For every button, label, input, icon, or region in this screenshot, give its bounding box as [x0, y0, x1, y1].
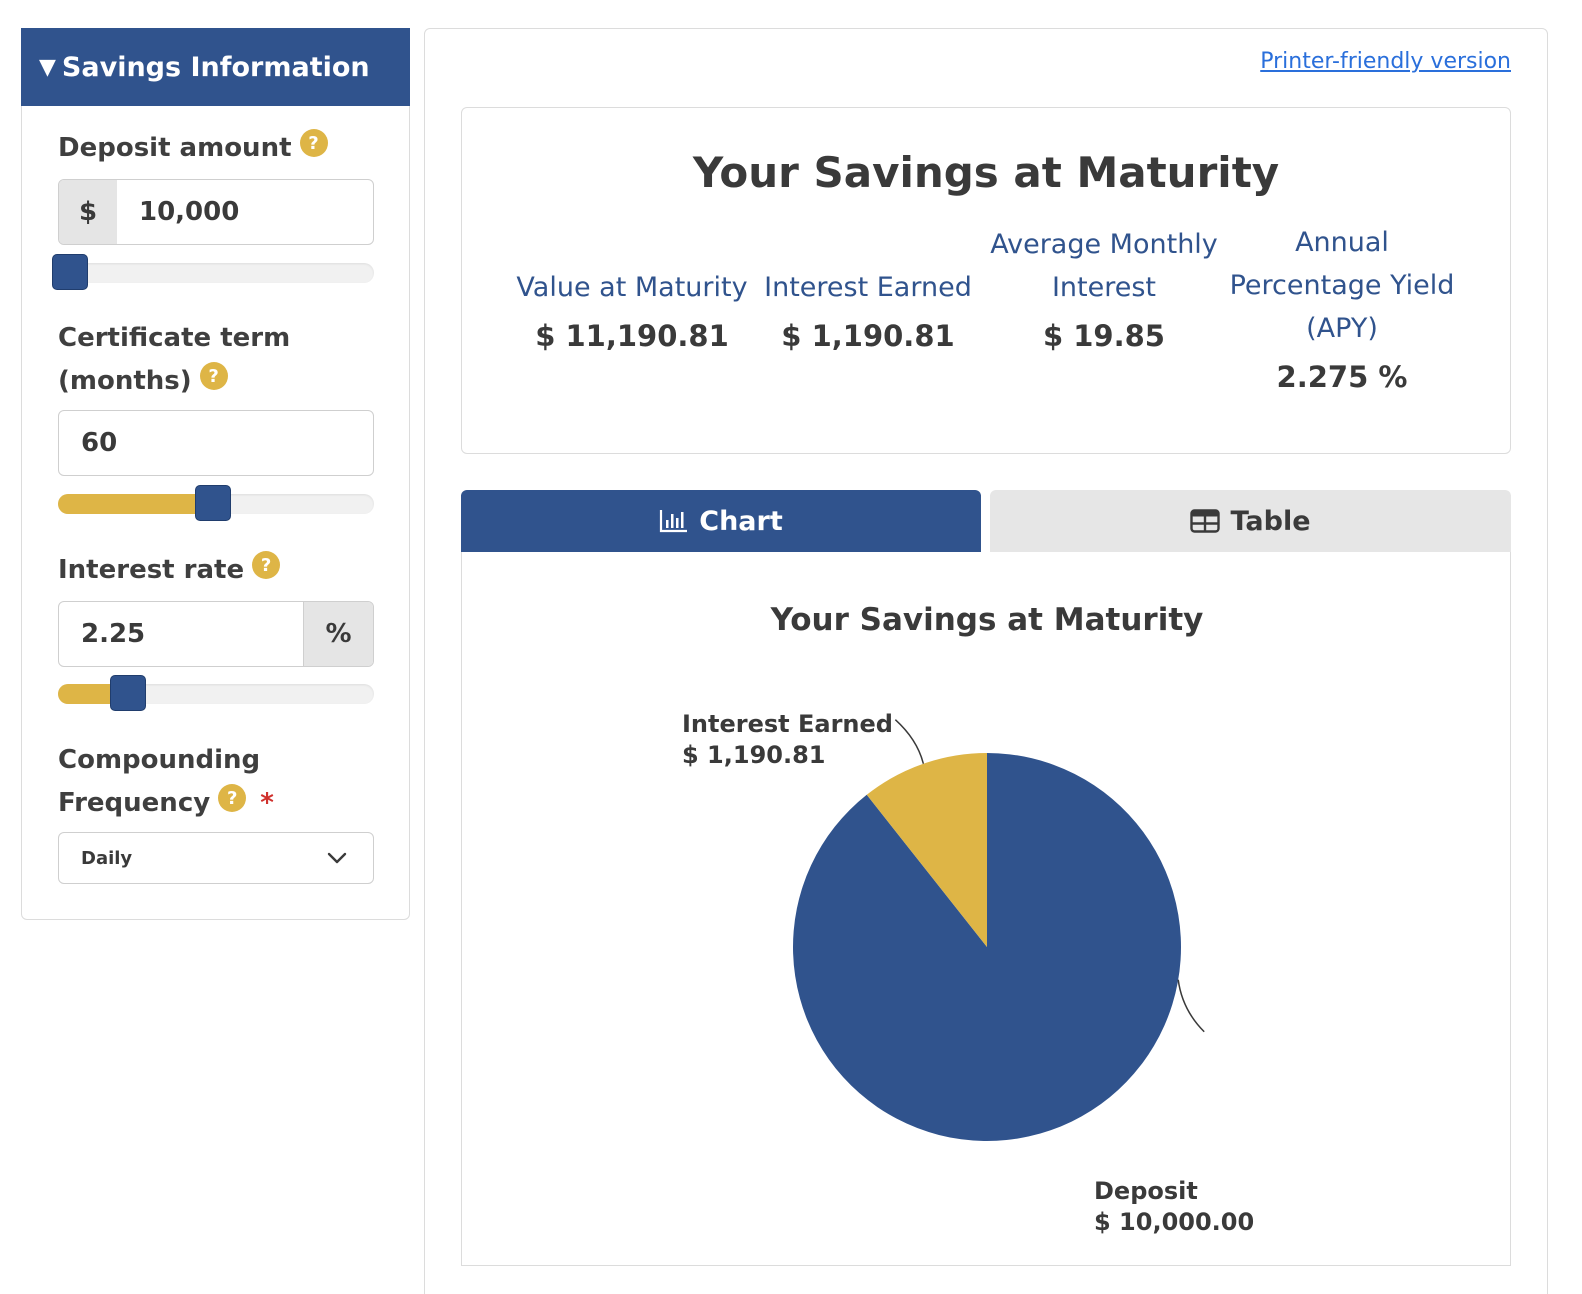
certificate-term-input-group [58, 410, 374, 476]
pie-label-value: $ 10,000.00 [1094, 1208, 1254, 1236]
deposit-amount-input-group: $ [58, 179, 374, 245]
selected-option: Daily [81, 847, 133, 869]
help-icon[interactable]: ? [252, 551, 281, 579]
metric-label: Interest [1051, 272, 1157, 303]
metric-label: Average Monthly [990, 229, 1218, 260]
savings-pie-chart: Your Savings at Maturity Interest Earned… [682, 602, 1254, 1236]
help-icon[interactable]: ? [218, 784, 247, 812]
required-asterisk: * [260, 788, 274, 818]
certificate-term-label: Certificate term (months)? [58, 323, 291, 396]
certificate-term-slider[interactable] [58, 485, 374, 521]
help-icon[interactable]: ? [199, 362, 228, 390]
pie-label-name: Deposit [1094, 1177, 1198, 1205]
metric-label: Interest Earned [764, 272, 972, 303]
compounding-frequency-label: Compounding Frequency? * [58, 745, 274, 818]
savings-summary-card: Your Savings at Maturity Value at Maturi… [461, 107, 1511, 454]
deposit-amount-input[interactable] [117, 180, 373, 244]
slider-fill [58, 494, 213, 514]
help-icon[interactable]: ? [299, 129, 328, 157]
pie-labels: Interest Earned $ 1,190.81 Deposit $ 10,000… [682, 710, 1254, 1236]
slider-thumb[interactable] [195, 485, 231, 521]
chart-area: Your Savings at Maturity Interest Earned… [461, 552, 1511, 1266]
slider-thumb[interactable] [52, 254, 88, 290]
triangle-down-icon: ▼ [39, 54, 56, 80]
certificate-term-input[interactable] [59, 411, 373, 475]
metric-apy: Annual Percentage Yield (APY) 2.275 % [1220, 221, 1464, 394]
metric-interest-earned: Interest Earned $ 1,190.81 [758, 266, 978, 353]
metric-value-at-maturity: Value at Maturity $ 11,190.81 [502, 266, 762, 353]
pie-slices [793, 753, 1181, 1141]
pie-label-connector [894, 719, 925, 764]
savings-information-header[interactable]: ▼ Savings Information [21, 28, 410, 106]
compounding-frequency-select[interactable]: Daily [58, 832, 374, 884]
panel-title: Savings Information [61, 51, 370, 83]
interest-rate-label: Interest rate? [58, 549, 281, 592]
results-panel: Printer-friendly version Your Savings at… [424, 28, 1548, 1294]
pie-label-name: Interest Earned [682, 710, 893, 738]
pie-slice-interest-earned[interactable] [866, 753, 987, 947]
tab-chart[interactable]: Chart [461, 490, 981, 552]
metric-value: $ 1,190.81 [781, 319, 955, 353]
tab-table[interactable]: Table [990, 490, 1511, 552]
deposit-amount-label: Deposit amount? [58, 127, 328, 170]
metric-label: Percentage Yield [1229, 270, 1455, 301]
tab-label: Table [1230, 505, 1311, 537]
currency-prefix: $ [59, 180, 117, 244]
metric-label: Value at Maturity [516, 272, 748, 303]
metric-value: 2.275 % [1276, 360, 1408, 394]
bar-chart-icon [660, 510, 688, 533]
metric-value: $ 11,190.81 [535, 319, 729, 353]
metric-label: Annual [1295, 227, 1389, 258]
pie-label-connector [1177, 979, 1205, 1033]
summary-title: Your Savings at Maturity [692, 148, 1280, 197]
metric-value: $ 19.85 [1042, 319, 1165, 353]
interest-rate-input[interactable] [59, 602, 303, 666]
percent-suffix: % [303, 602, 373, 666]
metric-average-monthly-interest: Average Monthly Interest $ 19.85 [984, 223, 1224, 353]
interest-rate-input-group: % [58, 601, 374, 667]
chevron-down-icon [327, 852, 347, 864]
interest-rate-slider[interactable] [58, 675, 374, 711]
slider-thumb[interactable] [110, 675, 146, 711]
deposit-amount-slider[interactable] [52, 254, 374, 290]
chart-title: Your Savings at Maturity [770, 602, 1204, 638]
pie-label-value: $ 1,190.81 [682, 741, 825, 769]
printer-friendly-link[interactable]: Printer-friendly version [1260, 49, 1511, 74]
savings-information-panel: ▼ Savings Information Deposit amount? $ … [21, 28, 410, 920]
table-icon [1190, 509, 1221, 533]
metric-label: (APY) [1306, 313, 1378, 344]
tab-label: Chart [699, 505, 783, 537]
view-tabs: Chart Table [461, 490, 1511, 552]
